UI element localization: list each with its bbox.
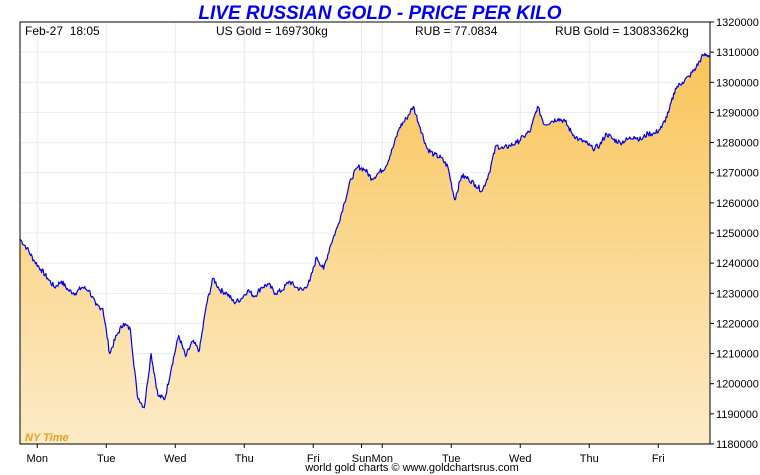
y-tick-label-3: 1210000 [716,349,759,361]
x-tick-label-1: Tue [97,453,116,465]
y-tick-label-5: 1230000 [716,288,759,300]
header-rub-rate: RUB = 77.0834 [415,24,498,38]
y-tick-label-7: 1250000 [716,228,759,240]
y-tick-label-0: 1180000 [716,439,758,451]
header-timestamp: Feb-27 18:05 [25,24,100,38]
x-tick-label-0: Mon [27,453,48,465]
x-tick-label-4: Fri [307,453,320,465]
y-tick-label-10: 1280000 [716,138,759,150]
header-us-gold: US Gold = 169730kg [216,24,328,38]
y-tick-label-6: 1240000 [716,258,759,270]
y-tick-label-13: 1310000 [716,47,759,59]
y-tick-label-4: 1220000 [716,318,759,330]
timezone-label: NY Time [25,432,69,444]
y-tick-label-9: 1270000 [716,168,759,180]
footer-credit: world gold charts © www.goldchartsrus.co… [304,462,519,474]
y-tick-label-1: 1190000 [716,409,758,421]
y-tick-label-12: 1300000 [716,77,759,89]
area-series [20,53,710,445]
x-tick-label-5: Sun [352,453,372,465]
series-line [19,52,711,409]
x-tick-label-8: Wed [509,453,531,465]
header-rub-gold: RUB Gold = 13083362kg [555,24,689,38]
area-fill [20,53,710,445]
y-tick-label-8: 1260000 [716,198,759,210]
y-tick-label-11: 1290000 [716,107,759,119]
price-line [19,52,711,409]
x-axis: Mon Tue Wed Thu Fri Sun Mon Tue Wed Thu Fri [27,444,665,465]
x-tick-label-9: Thu [580,453,599,465]
x-tick-label-3: Thu [235,453,254,465]
x-tick-label-6: Mon [372,453,393,465]
x-tick-label-10: Fri [652,453,665,465]
y-tick-label-14: 1320000 [716,17,759,29]
chart-title: LIVE RUSSIAN GOLD - PRICE PER KILO [198,3,561,24]
x-tick-label-2: Wed [164,453,186,465]
x-tick-label-7: Tue [442,453,461,465]
y-axis: 1180000 1190000 1200000 1210000 1220000 12300… [710,17,759,451]
y-tick-label-2: 1200000 [716,379,759,391]
